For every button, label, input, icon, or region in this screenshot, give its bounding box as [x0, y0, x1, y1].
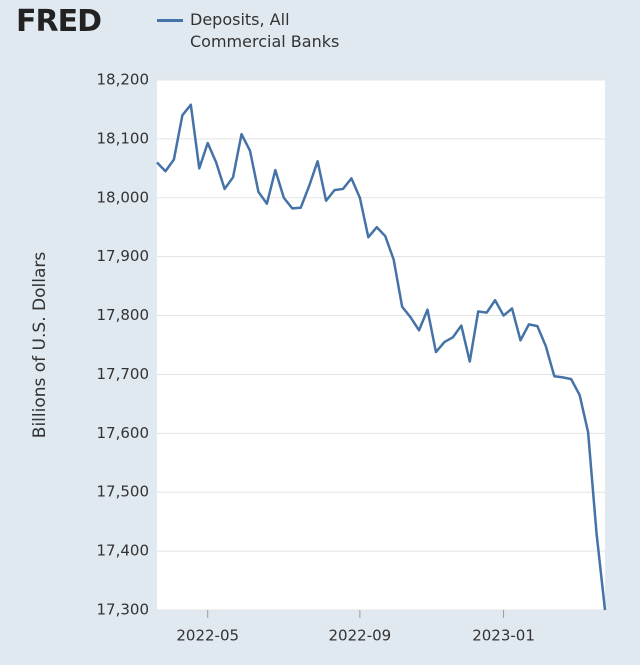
- y-tick-label: 17,400: [97, 542, 150, 560]
- x-tick-label: 2022-09: [329, 627, 392, 645]
- x-tick-label: 2022-05: [176, 627, 239, 645]
- line: [156, 103, 607, 611]
- y-tick-label: 17,600: [97, 424, 150, 442]
- y-tick-label: 18,100: [97, 129, 150, 147]
- y-axis-label: Billions of U.S. Dollars: [30, 252, 50, 439]
- y-tick-label: 17,700: [97, 365, 150, 383]
- legend-swatch: [157, 19, 183, 22]
- y-tick-label: 17,300: [97, 601, 150, 619]
- y-tick-label: 17,800: [97, 306, 150, 324]
- y-tick-label: 17,900: [97, 247, 150, 265]
- y-tick-label: 18,200: [97, 71, 150, 89]
- plot-area: [157, 80, 605, 610]
- y-tick-label: 17,500: [97, 483, 150, 501]
- y-tick-label: 18,000: [97, 188, 150, 206]
- logo: FRED: [16, 4, 102, 39]
- legend-label: Deposits, All Commercial Banks: [190, 10, 340, 51]
- x-tick-label: 2023-01: [472, 627, 535, 645]
